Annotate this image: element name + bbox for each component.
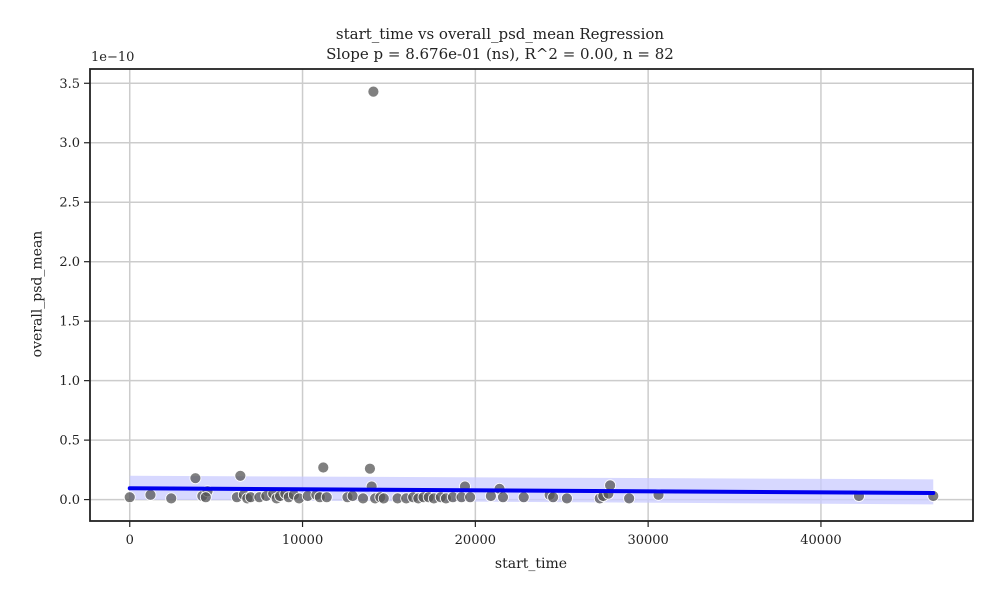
data-point (623, 492, 636, 505)
data-point (377, 492, 390, 505)
x-tick-label: 10000 (282, 533, 323, 548)
x-tick-label: 0 (126, 533, 134, 548)
data-point (234, 469, 247, 482)
chart-title: start_time vs overall_psd_mean Regressio… (335, 25, 665, 43)
data-point (517, 491, 530, 504)
y-scale-note: 1e−10 (91, 50, 135, 65)
data-point (320, 491, 333, 504)
data-point (123, 491, 136, 504)
y-tick-label: 1.5 (59, 315, 80, 330)
data-point (144, 488, 157, 501)
chart-subtitle: Slope p = 8.676e-01 (ns), R^2 = 0.00, n … (326, 45, 674, 63)
data-point (357, 492, 369, 505)
data-point (464, 491, 477, 504)
x-tick-label: 20000 (455, 533, 496, 548)
data-point (547, 491, 559, 504)
regression-line-layer (127, 486, 936, 496)
y-tick-label: 2.5 (59, 196, 80, 211)
data-point (189, 472, 202, 485)
data-point (497, 491, 509, 504)
grid-lines (90, 69, 973, 521)
x-tick-label: 40000 (800, 533, 841, 548)
data-point (199, 491, 212, 504)
data-point (364, 462, 376, 475)
y-tick-label: 3.0 (59, 136, 80, 151)
plot-background (90, 69, 973, 521)
data-point (317, 461, 330, 474)
data-point (165, 492, 178, 505)
y-tick-label: 3.5 (59, 77, 80, 92)
y-tick-label: 2.0 (59, 255, 80, 270)
regression-line (127, 486, 936, 496)
plot-frame (89, 68, 974, 522)
data-point (561, 492, 573, 505)
x-axis-label: start_time (494, 556, 568, 572)
y-tick-label: 0.0 (59, 493, 80, 508)
axes: 0 10000 20000 30000 40000 0.0 0.5 1.0 1.5 2.0 2.5 3… (59, 68, 974, 548)
x-tick-label: 30000 (627, 533, 668, 548)
y-tick-label: 1.0 (59, 374, 80, 389)
y-tick-label: 0.5 (59, 434, 80, 449)
data-point (367, 85, 380, 98)
data-point (346, 490, 359, 502)
